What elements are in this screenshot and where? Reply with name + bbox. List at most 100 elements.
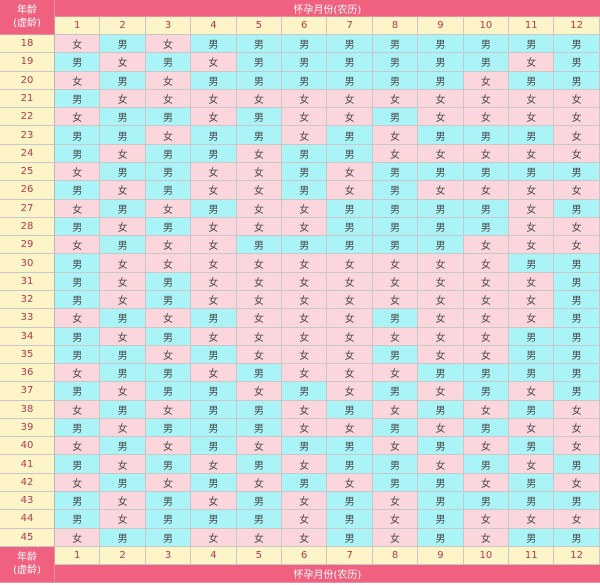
girl-cell: 女 — [418, 382, 464, 401]
age-cell: 20 — [0, 71, 55, 90]
boy-cell: 男 — [145, 217, 192, 237]
boy-cell: 男 — [554, 492, 600, 511]
girl-cell: 女 — [55, 528, 101, 547]
girl-cell: 女 — [236, 254, 283, 273]
boy-cell: 男 — [100, 108, 146, 127]
girl-cell: 女 — [372, 89, 419, 109]
girl-cell: 女 — [100, 254, 146, 273]
girl-cell: 女 — [55, 35, 101, 54]
boy-cell: 男 — [55, 144, 101, 163]
boy-cell: 男 — [191, 400, 237, 419]
boy-cell: 男 — [191, 473, 237, 493]
girl-cell: 女 — [509, 455, 555, 474]
age-cell: 23 — [0, 126, 55, 145]
girl-cell: 女 — [55, 309, 101, 328]
girl-cell: 女 — [554, 126, 600, 145]
boy-cell: 男 — [55, 345, 101, 365]
boy-cell: 男 — [100, 345, 146, 365]
age-cell: 30 — [0, 254, 55, 273]
boy-cell: 男 — [463, 162, 510, 182]
boy-cell: 男 — [327, 126, 373, 145]
boy-cell: 男 — [191, 382, 237, 401]
girl-cell: 女 — [145, 254, 192, 273]
age-header-line1: 年龄 — [17, 552, 37, 564]
girl-cell: 女 — [372, 492, 419, 511]
girl-cell: 女 — [327, 254, 373, 273]
boy-cell: 男 — [282, 71, 328, 90]
girl-cell: 女 — [55, 108, 101, 127]
girl-cell: 女 — [463, 473, 510, 493]
boy-cell: 男 — [327, 400, 373, 419]
boy-cell: 男 — [554, 309, 600, 328]
girl-cell: 女 — [327, 345, 373, 365]
boy-cell: 男 — [55, 290, 101, 310]
month-footer-cell: 10 — [463, 546, 510, 565]
girl-cell: 女 — [282, 309, 328, 328]
girl-cell: 女 — [418, 455, 464, 474]
boy-cell: 男 — [509, 364, 555, 383]
boy-cell: 男 — [463, 126, 510, 145]
boy-cell: 男 — [282, 382, 328, 401]
boy-cell: 男 — [55, 217, 101, 237]
girl-cell: 女 — [463, 108, 510, 127]
girl-cell: 女 — [236, 199, 283, 218]
girl-cell: 女 — [236, 327, 283, 346]
girl-cell: 女 — [327, 89, 373, 109]
girl-cell: 女 — [554, 217, 600, 237]
boy-cell: 男 — [236, 418, 283, 438]
girl-cell: 女 — [509, 418, 555, 438]
girl-cell: 女 — [100, 181, 146, 200]
boy-cell: 男 — [554, 272, 600, 291]
age-cell: 21 — [0, 89, 55, 109]
month-footer-cell: 12 — [554, 546, 600, 565]
girl-cell: 女 — [418, 254, 464, 273]
boy-cell: 男 — [55, 455, 101, 474]
girl-cell: 女 — [463, 181, 510, 200]
girl-cell: 女 — [463, 89, 510, 109]
girl-cell: 女 — [191, 236, 237, 255]
boy-cell: 男 — [236, 400, 283, 419]
girl-cell: 女 — [463, 327, 510, 346]
girl-cell: 女 — [418, 327, 464, 346]
boy-cell: 男 — [282, 53, 328, 72]
boy-cell: 男 — [55, 418, 101, 438]
month-footer-cell: 5 — [236, 546, 283, 565]
boy-cell: 男 — [236, 492, 283, 511]
boy-cell: 男 — [372, 71, 419, 90]
boy-cell: 男 — [372, 162, 419, 182]
boy-cell: 男 — [55, 510, 101, 529]
month-header-band-top: 怀孕月份(农历) — [55, 0, 600, 17]
boy-cell: 男 — [509, 437, 555, 456]
girl-cell: 女 — [145, 236, 192, 255]
girl-cell: 女 — [191, 364, 237, 383]
boy-cell: 男 — [372, 309, 419, 328]
boy-cell: 男 — [327, 437, 373, 456]
boy-cell: 男 — [145, 327, 192, 346]
girl-cell: 女 — [236, 528, 283, 547]
boy-cell: 男 — [327, 217, 373, 237]
boy-cell: 男 — [372, 199, 419, 218]
age-cell: 32 — [0, 290, 55, 310]
month-footer-cell: 4 — [191, 546, 237, 565]
boy-cell: 男 — [145, 162, 192, 182]
boy-cell: 男 — [554, 345, 600, 365]
boy-cell: 男 — [145, 492, 192, 511]
age-header-line2: (虚龄) — [13, 18, 41, 29]
age-cell: 28 — [0, 217, 55, 237]
girl-cell: 女 — [145, 345, 192, 365]
month-header-cell: 4 — [191, 17, 237, 35]
girl-cell: 女 — [554, 181, 600, 200]
month-header-cell: 12 — [554, 17, 600, 35]
month-header-cell: 11 — [509, 17, 555, 35]
girl-cell: 女 — [463, 510, 510, 529]
girl-cell: 女 — [282, 272, 328, 291]
girl-cell: 女 — [145, 473, 192, 493]
boy-cell: 男 — [191, 437, 237, 456]
boy-cell: 男 — [372, 53, 419, 72]
boy-cell: 男 — [145, 382, 192, 401]
boy-cell: 男 — [372, 236, 419, 255]
girl-cell: 女 — [509, 290, 555, 310]
boy-cell: 男 — [327, 236, 373, 255]
girl-cell: 女 — [236, 272, 283, 291]
month-footer-cell: 2 — [100, 546, 146, 565]
